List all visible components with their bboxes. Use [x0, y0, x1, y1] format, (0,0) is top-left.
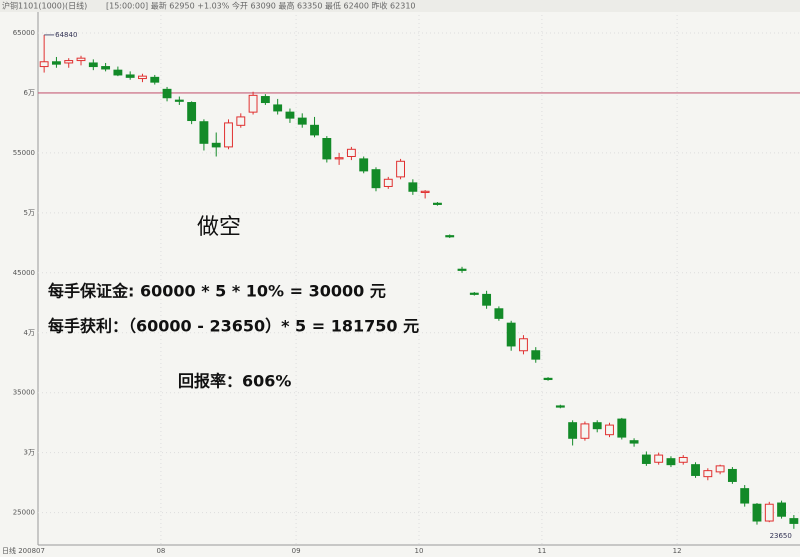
candle-body	[162, 88, 172, 99]
x-tick-label: 08	[156, 547, 165, 555]
candle-body	[666, 458, 676, 466]
candle-body	[777, 502, 786, 517]
candle-body	[641, 454, 651, 464]
y-tick-label: 35000	[13, 389, 35, 397]
candle-body	[727, 468, 737, 482]
candle-body	[506, 322, 516, 347]
y-tick-label: 25000	[13, 509, 35, 517]
candle-body	[445, 235, 455, 238]
y-tick-label: 45000	[13, 269, 35, 277]
candle-body	[334, 157, 344, 160]
min-label: 23650	[770, 532, 792, 540]
candle-body	[39, 61, 49, 68]
candle-body	[101, 66, 111, 70]
candle-body	[469, 292, 479, 295]
annotation: 每手保证金: 60000 * 5 * 10% = 30000 元	[48, 282, 386, 301]
candle-body	[273, 104, 283, 112]
candle-body	[88, 62, 98, 68]
candle-body	[592, 422, 602, 430]
annotation: 回报率：606%	[178, 372, 291, 391]
x-axis-label: 日线 200807	[2, 546, 45, 555]
candle-body	[457, 268, 467, 271]
candle-body	[236, 116, 246, 126]
candle-body	[789, 518, 799, 524]
candle-body	[715, 465, 725, 473]
candle-body	[654, 454, 664, 463]
candle-body	[740, 488, 750, 504]
candle-body	[359, 158, 369, 172]
candle-body	[678, 456, 688, 463]
y-tick-label: 6万	[24, 89, 35, 97]
candle-body	[260, 96, 270, 104]
candle-body	[617, 418, 627, 438]
candle-body	[64, 60, 74, 64]
max-label: 64840	[55, 31, 77, 39]
candle-body	[211, 142, 221, 148]
candle-body	[150, 76, 160, 83]
candle-body	[174, 99, 184, 102]
y-tick-label: 65000	[13, 29, 35, 37]
x-tick-label: 11	[537, 547, 546, 555]
candle-body	[322, 138, 332, 160]
candle-body	[703, 470, 713, 478]
candle-body	[519, 338, 528, 352]
candle-body	[752, 503, 762, 522]
y-tick-label: 3万	[24, 449, 35, 457]
candle-body	[543, 377, 553, 381]
candle-body	[297, 117, 307, 125]
candle-body	[531, 350, 541, 360]
x-tick-label: 12	[673, 547, 682, 555]
chart-title: 沪铜1101(1000)(日线)	[2, 1, 87, 11]
x-tick-label: 10	[415, 547, 424, 555]
candle-body	[138, 75, 147, 80]
y-tick-label: 5万	[24, 209, 35, 217]
candle-body	[420, 190, 430, 193]
chart-subtitle: [15:00:00] 最新 62950 +1.03% 今开 63090 最高 6…	[106, 1, 416, 11]
candle-body	[187, 102, 197, 122]
candle-body	[568, 422, 578, 439]
candle-body	[76, 57, 86, 62]
candle-body	[248, 94, 258, 113]
candle-body	[285, 111, 295, 119]
annotation: 做空	[197, 215, 241, 240]
candle-body	[371, 169, 381, 189]
candle-body	[310, 124, 319, 136]
candle-body	[125, 74, 135, 78]
candle-body	[224, 122, 233, 148]
candle-body	[764, 503, 774, 522]
candle-body	[433, 202, 442, 205]
candle-body	[113, 69, 123, 76]
candle-body	[691, 464, 700, 476]
header-bar	[0, 0, 800, 12]
candle-body	[408, 182, 418, 192]
annotation: 每手获利：（60000 - 23650）* 5 = 181750 元	[48, 317, 419, 336]
candle-body	[629, 440, 639, 444]
y-tick-label: 55000	[13, 149, 35, 157]
candle-body	[396, 160, 405, 178]
candle-body	[346, 148, 356, 157]
candle-body	[494, 308, 504, 319]
candle-body	[383, 178, 393, 187]
candle-body	[605, 424, 614, 436]
candle-body	[52, 61, 61, 65]
candle-body	[555, 405, 565, 408]
x-tick-label: 09	[292, 547, 301, 555]
candle-body	[580, 423, 590, 439]
candle-body	[199, 121, 209, 144]
candle-body	[482, 293, 492, 306]
y-tick-label: 4万	[24, 329, 35, 337]
